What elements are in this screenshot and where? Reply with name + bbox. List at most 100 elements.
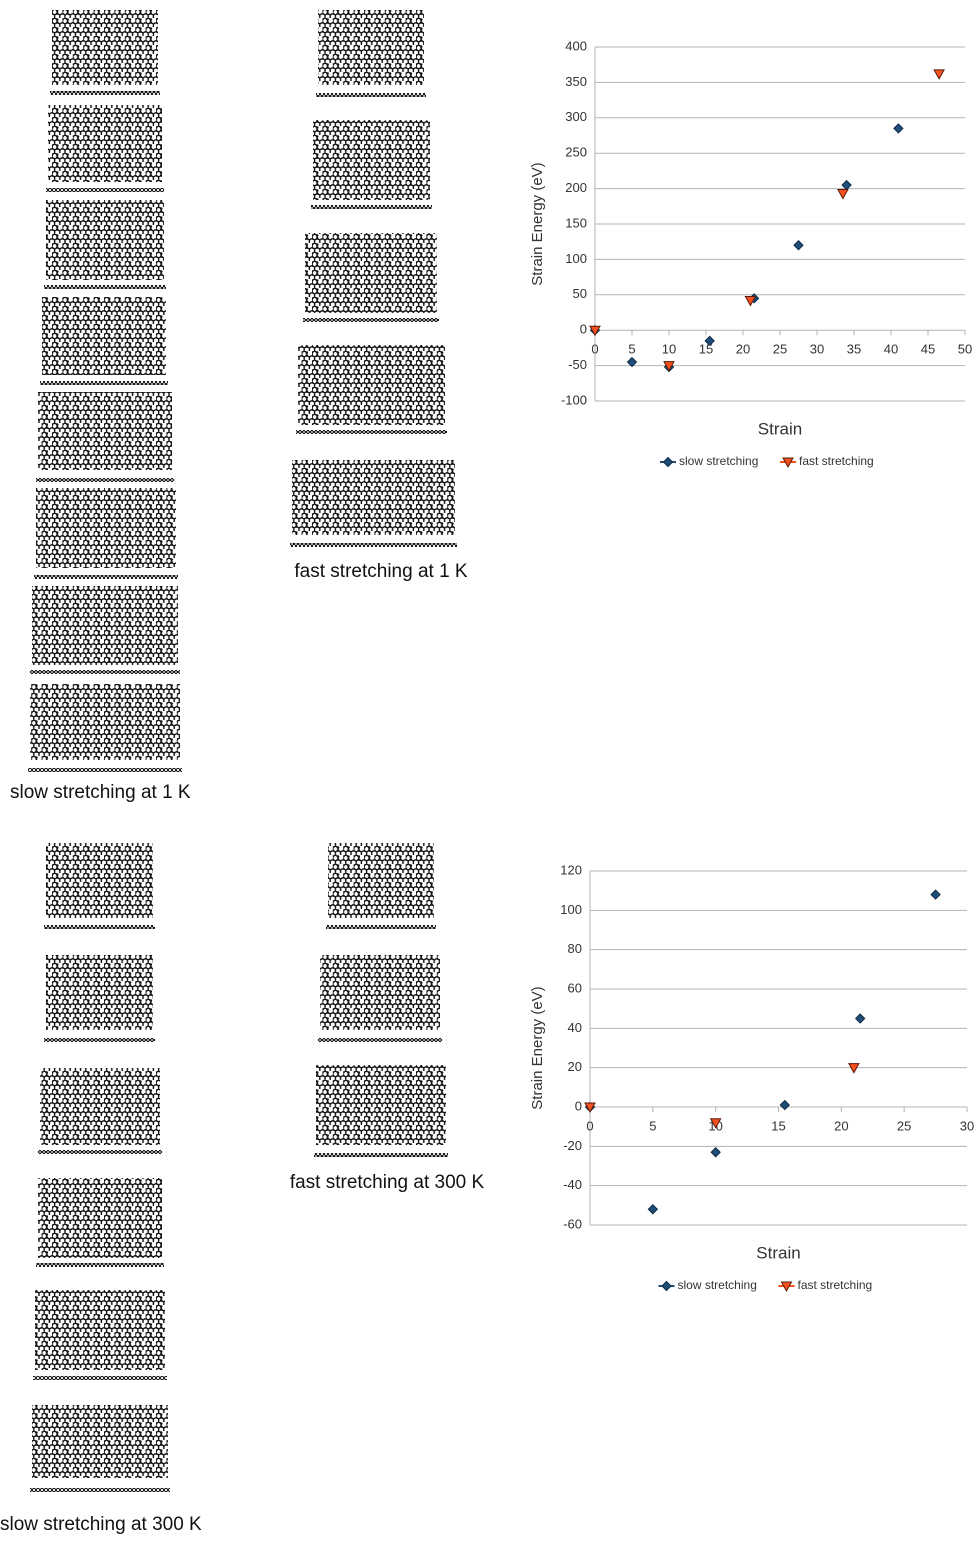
graphene-sheet [32,1405,168,1478]
marker [894,124,903,133]
marker [780,1101,789,1110]
graphene-sheet [40,1068,160,1145]
graphene-side-view [44,285,166,289]
y-tick-label: 0 [575,1098,582,1113]
y-tick-label: -50 [568,357,587,372]
marker [838,190,848,199]
legend-marker [662,1282,671,1291]
graphene-sheet [35,1290,165,1370]
x-axis-label: Strain [758,419,802,438]
y-tick-label: -40 [563,1177,582,1192]
legend-label: fast stretching [798,1278,873,1292]
x-tick-label: 25 [897,1118,911,1133]
y-tick-label: 20 [568,1059,582,1074]
legend-label: fast stretching [799,454,874,468]
graphene-sheet [48,105,162,182]
figure: slow stretching at 1 K fast stretching a… [0,0,978,1539]
x-tick-label: 15 [771,1118,785,1133]
graphene-side-view [30,1488,170,1492]
x-axis-label: Strain [756,1243,800,1262]
y-tick-label: 50 [573,286,587,301]
x-tick-label: 45 [921,342,935,357]
legend-marker [664,458,673,467]
y-tick-label: -20 [563,1138,582,1153]
marker [934,70,944,79]
y-tick-label: 0 [580,322,587,337]
x-tick-label: 5 [628,342,635,357]
y-tick-label: 150 [565,215,587,230]
graphene-side-view [28,768,182,772]
legend-label: slow stretching [678,1278,757,1292]
graphene-side-view [46,188,164,192]
graphene-sheet [46,843,153,918]
graphene-sheet [36,488,176,568]
marker [648,1205,657,1214]
graphene-sheet [42,297,166,375]
y-tick-label: 120 [560,862,582,877]
graphene-side-view [316,93,426,97]
marker [711,1148,720,1157]
graphene-side-view [44,925,155,929]
caption: fast stretching at 1 K [294,561,468,582]
y-tick-label: 80 [568,941,582,956]
graphene-sheet [305,233,437,313]
y-tick-label: 60 [568,980,582,995]
x-tick-label: 20 [736,342,750,357]
graphene-sheet [46,200,164,280]
y-tick-label: 100 [560,902,582,917]
graphene-side-view [311,205,432,209]
graphene-sheet [298,345,445,425]
graphene-side-view [296,430,447,434]
caption: slow stretching at 1 K [10,782,191,803]
graphene-side-view [50,91,160,95]
x-tick-label: 35 [847,342,861,357]
legend-label: slow stretching [679,454,758,468]
graphene-sheet [328,843,434,918]
graphene-side-view [290,543,457,547]
graphene-side-view [318,1038,442,1042]
y-tick-label: -60 [563,1216,582,1231]
graphene-sheet [52,10,158,85]
graphene-side-view [34,575,178,579]
graphene-sheet [38,392,172,470]
y-axis-label: Strain Energy (eV) [529,162,546,285]
graphene-side-view [314,1153,448,1157]
graphene-sheet [38,1178,162,1258]
graphene-side-view [40,381,168,385]
marker [794,241,803,250]
y-tick-label: 200 [565,180,587,195]
caption: slow stretching at 300 K [0,1514,202,1535]
x-tick-label: 30 [960,1118,974,1133]
y-tick-label: 300 [565,109,587,124]
graphene-side-view [38,1150,162,1154]
graphene-sheet [46,955,153,1030]
graphene-sheet [30,684,180,760]
graphene-snapshots [28,10,457,1492]
marker [856,1014,865,1023]
y-tick-label: 100 [565,251,587,266]
x-tick-label: 25 [773,342,787,357]
x-tick-label: 5 [649,1118,656,1133]
x-tick-label: 10 [662,342,676,357]
graphene-side-view [326,925,436,929]
x-tick-label: 0 [591,342,598,357]
graphene-sheet [316,1065,446,1145]
graphene-side-view [36,478,174,482]
marker [931,890,940,899]
y-tick-label: 250 [565,145,587,160]
y-tick-label: 350 [565,74,587,89]
x-tick-label: 40 [884,342,898,357]
graphene-side-view [33,1376,167,1380]
graphene-sheet [313,120,430,200]
graphene-sheet [292,460,455,535]
x-tick-label: 30 [810,342,824,357]
graphene-sheet [318,10,424,85]
y-axis-label: Strain Energy (eV) [529,986,546,1109]
graphene-sheet [320,955,440,1030]
y-tick-label: -100 [561,392,587,407]
graphene-side-view [30,670,180,674]
y-tick-label: 40 [568,1020,582,1035]
graphene-side-view [44,1038,155,1042]
x-tick-label: 20 [834,1118,848,1133]
caption: fast stretching at 300 K [290,1172,485,1193]
